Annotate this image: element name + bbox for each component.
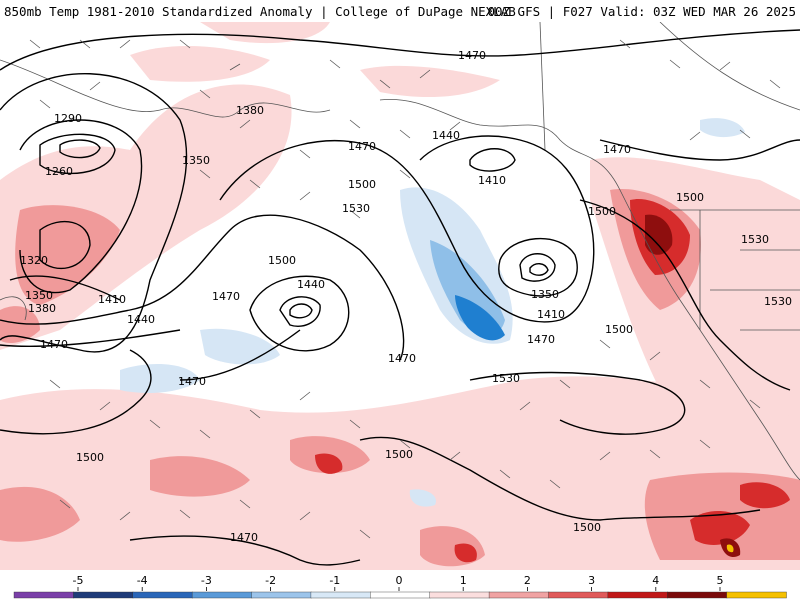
contour-label: 1440 [297,278,325,291]
colorbar-ticks: -5 -4 -3 -2 -1 0 1 2 3 4 5 [73,574,724,591]
contour-labels: 1290 1260 1320 1350 1380 1410 1440 1470 … [20,104,792,544]
contour-label: 1440 [432,129,460,142]
contour-label: 1350 [25,289,53,302]
coastlines [0,22,800,481]
colorbar-segment [251,591,312,599]
colorbar-tick-label: -4 [137,574,148,587]
colorbar-tick-label: 1 [460,574,467,587]
contour-label: 1500 [268,254,296,267]
contour-label: 1440 [127,313,155,326]
contour-label: 1500 [605,323,633,336]
anomaly-map: 1290 1260 1320 1350 1380 1410 1440 1470 … [0,22,800,570]
colorbar-segment [429,591,490,599]
contour-label: 1470 [230,531,258,544]
contour-label: 1530 [492,372,520,385]
contour-label: 1530 [764,295,792,308]
contour-label: 1470 [388,352,416,365]
contour-label: 1260 [45,165,73,178]
contour-label: 1410 [537,308,565,321]
wind-barbs [29,39,781,539]
model-valid-time: 00Z GFS | F027 Valid: 03Z WED MAR 26 202… [487,4,796,19]
contour-label: 1470 [178,375,206,388]
contour-label: 1380 [28,302,56,315]
contour-label: 1380 [236,104,264,117]
contour-label: 1530 [342,202,370,215]
colorbar-tick-label: -2 [265,574,276,587]
colorbar-tick-label: -5 [73,574,84,587]
contour-label: 1470 [212,290,240,303]
contour-label: 1530 [741,233,769,246]
contour-label: 1500 [676,191,704,204]
contour-label: 1410 [98,293,126,306]
contour-label: 1500 [385,448,413,461]
contour-label: 1350 [531,288,559,301]
contour-label: 1500 [573,521,601,534]
colorbar-segment [191,591,253,599]
colorbar-segment [310,591,372,599]
contour-label: 1410 [478,174,506,187]
colorbar-segment [73,591,134,599]
colorbar-segment [667,591,728,599]
colorbar-tick-label: 2 [524,574,531,587]
height-contours [0,29,800,566]
colorbar-segment [607,591,668,599]
contour-label: 1470 [348,140,376,153]
contour-label: 1290 [54,112,82,125]
colorbar-tick-label: -1 [329,574,340,587]
contour-label: 1470 [603,143,631,156]
negative-anomaly-moderate [430,240,505,335]
top-label: 1470 [458,49,486,62]
colorbar-tick-label: 0 [396,574,403,587]
colorbar-segment [13,591,75,599]
colorbar-tick-label: 3 [588,574,595,587]
chart-title: 850mb Temp 1981-2010 Standardized Anomal… [4,4,516,19]
colorbar-segment [370,591,431,599]
colorbar-tick-label: 5 [717,574,724,587]
colorbar: -5 -4 -3 -2 -1 0 1 2 3 4 5 [13,574,787,599]
colorbar-segment [548,591,609,599]
contour-label: 1500 [588,205,616,218]
contour-label: 1350 [182,154,210,167]
colorbar-segment [488,591,550,599]
contour-label: 1470 [458,49,486,62]
colorbar-tick-label: 4 [652,574,659,587]
colorbar-tick-label: -3 [201,574,212,587]
contour-label: 1500 [348,178,376,191]
positive-anomaly-extreme [645,214,741,558]
contour-label: 1470 [40,338,68,351]
title-bar: 850mb Temp 1981-2010 Standardized Anomal… [0,0,800,22]
contour-label: 1320 [20,254,48,267]
colorbar-segment [132,591,193,599]
colorbar-segments [13,591,787,599]
colorbar-segment [726,591,787,599]
contour-label: 1470 [527,333,555,346]
negative-anomaly-strong [455,295,505,341]
contour-label: 1500 [76,451,104,464]
